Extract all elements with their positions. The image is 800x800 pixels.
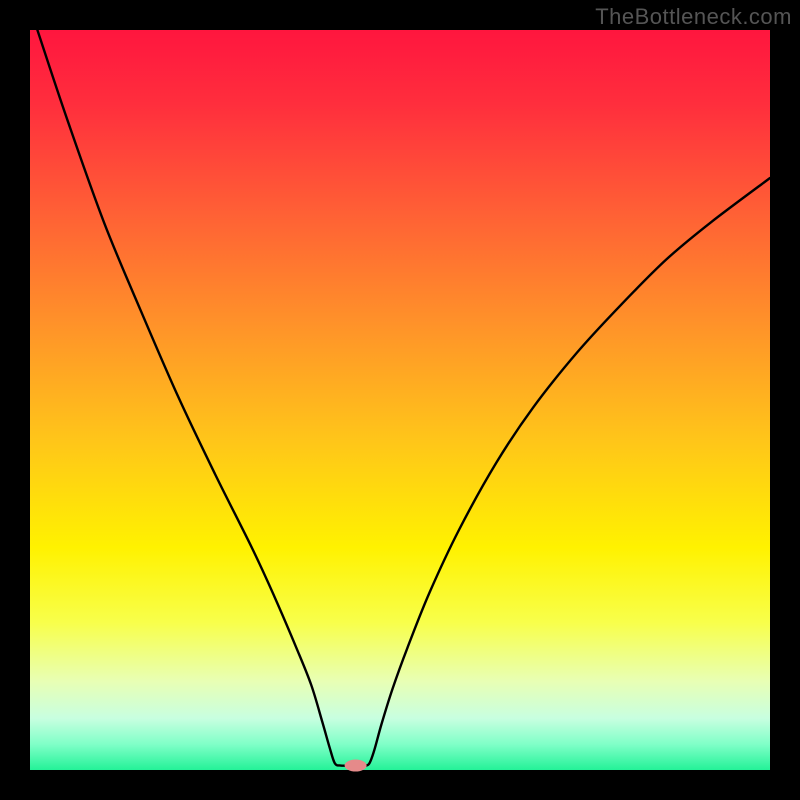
chart-container: TheBottleneck.com — [0, 0, 800, 800]
plot-background — [30, 30, 770, 770]
optimal-marker — [345, 760, 367, 772]
watermark-text: TheBottleneck.com — [595, 4, 792, 30]
bottleneck-chart — [0, 0, 800, 800]
